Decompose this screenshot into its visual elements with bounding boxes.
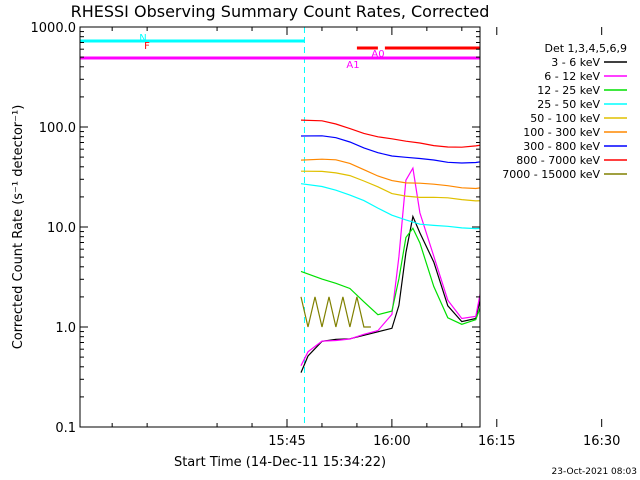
- plot-area: [80, 27, 480, 427]
- legend-label: 25 - 50 keV: [537, 98, 600, 111]
- legend-label: 300 - 800 keV: [523, 140, 600, 153]
- annotation-label: A1: [346, 60, 359, 71]
- y-axis-label: Corrected Count Rate (s⁻¹ detector⁻¹): [11, 105, 26, 350]
- annotation-label: A0: [371, 49, 384, 60]
- chart-title: RHESSI Observing Summary Count Rates, Co…: [71, 2, 490, 21]
- y-tick-label: 10.0: [47, 221, 76, 236]
- legend-label: 6 - 12 keV: [544, 70, 600, 83]
- series-line: [300, 170, 480, 202]
- y-tick-label: 1.0: [55, 321, 76, 336]
- series-line: [300, 214, 480, 373]
- y-tick-label: 100.0: [39, 121, 76, 136]
- legend-label: 7000 - 15000 keV: [502, 168, 600, 181]
- legend-label: 50 - 100 keV: [530, 112, 600, 125]
- x-axis-label: Start Time (14-Dec-11 15:34:22): [174, 455, 386, 470]
- series-line: [300, 135, 480, 164]
- x-tick-label: 16:15: [478, 434, 515, 449]
- legend-label: 3 - 6 keV: [551, 56, 600, 69]
- x-tick-label: 16:00: [373, 434, 410, 449]
- legend-header: Det 1,3,4,5,6,9: [544, 42, 627, 55]
- series-line: [300, 183, 480, 230]
- legend-label: 12 - 25 keV: [537, 84, 600, 97]
- y-tick-label: 1000.0: [31, 21, 77, 36]
- x-tick-label: 16:30: [583, 434, 620, 449]
- annotation-label: N: [139, 33, 146, 44]
- series-line: [300, 158, 480, 190]
- legend-label: 100 - 300 keV: [523, 126, 600, 139]
- plot-frame: [79, 26, 481, 428]
- series-line: [300, 227, 480, 325]
- x-tick-label: 15:45: [268, 434, 305, 449]
- legend-label: 800 - 7000 keV: [516, 154, 600, 167]
- series-line: [300, 296, 371, 328]
- y-axis: 0.1 1.0 10.0 100.0 1000.0: [31, 21, 480, 436]
- annotation-label: F: [144, 41, 150, 52]
- y-tick-label: 0.1: [55, 421, 76, 436]
- series-line: [300, 119, 480, 148]
- footer-date: 23-Oct-2021 08:03: [552, 467, 637, 477]
